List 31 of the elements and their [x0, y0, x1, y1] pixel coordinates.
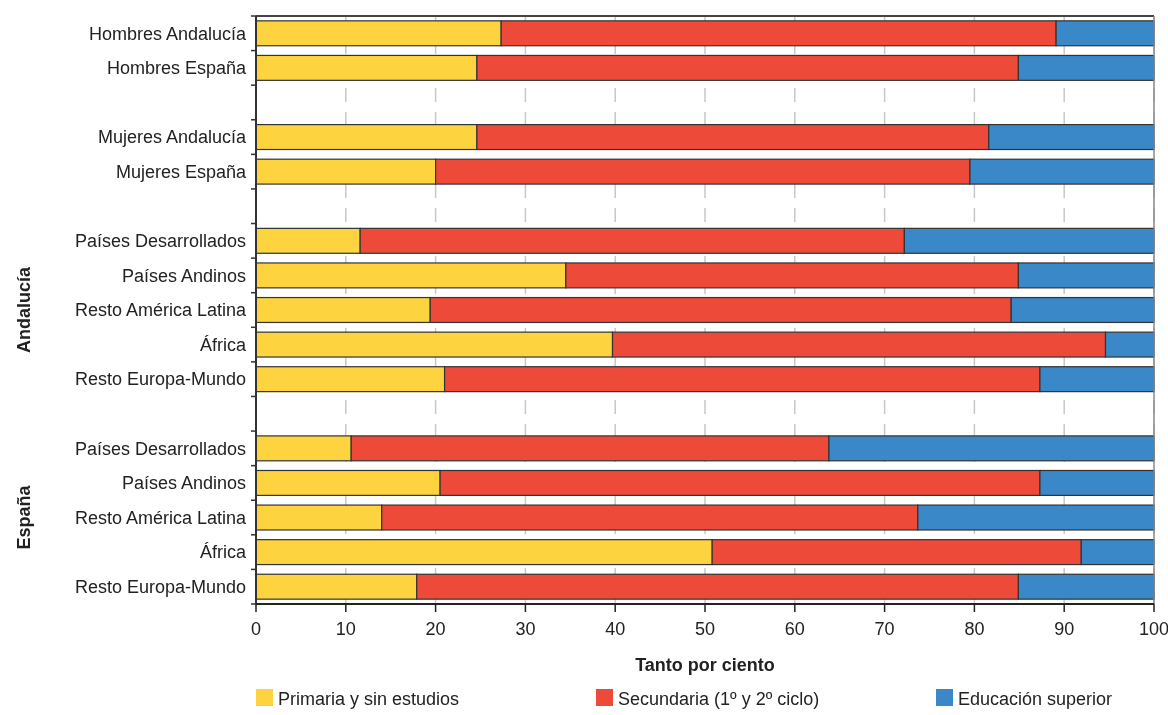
y-tick-label: Resto América Latina	[74, 507, 247, 528]
y-tick-label: Países Desarrollados	[74, 231, 246, 252]
text: España	[14, 484, 34, 550]
x-tick-label: 20	[425, 619, 446, 639]
y-tick-label: Mujeres España	[115, 161, 247, 182]
text: Andalucía	[14, 266, 34, 354]
y-tick-label: Países Andinos	[121, 265, 246, 286]
legend-label: Primaria y sin estudios	[278, 689, 460, 709]
y-tick-label: Resto América Latina	[74, 300, 247, 321]
x-tick-label: 80	[964, 619, 985, 639]
y-tick-label: Mujeres Andalucía	[97, 127, 247, 148]
x-tick-label: 0	[250, 619, 262, 639]
y-tick-label: Resto Europa-Mundo	[74, 577, 246, 598]
x-tick-label: 90	[1054, 619, 1075, 639]
y-tick-label: África	[199, 334, 247, 355]
y-tick-label: Hombres Andalucía	[88, 23, 247, 44]
x-tick-label: 40	[605, 619, 626, 639]
x-tick-label: 60	[784, 619, 805, 639]
legend-label: Educación superior	[958, 689, 1113, 709]
y-tick-label: Países Desarrollados	[74, 438, 246, 459]
legend-label: Secundaria (1º y 2º ciclo)	[618, 689, 820, 709]
x-axis-title: Tanto por ciento	[635, 655, 775, 675]
x-tick-label: 30	[515, 619, 536, 639]
y-tick-label: Países Andinos	[121, 473, 246, 494]
y-tick-label: África	[199, 542, 247, 563]
x-tick-label: 100	[1138, 619, 1168, 639]
x-tick-label: 70	[874, 619, 895, 639]
x-tick-label: 50	[694, 619, 716, 639]
y-tick-label: Resto Europa-Mundo	[74, 369, 246, 390]
y-tick-label: Hombres España	[106, 58, 247, 79]
x-tick-label: 10	[335, 619, 356, 639]
